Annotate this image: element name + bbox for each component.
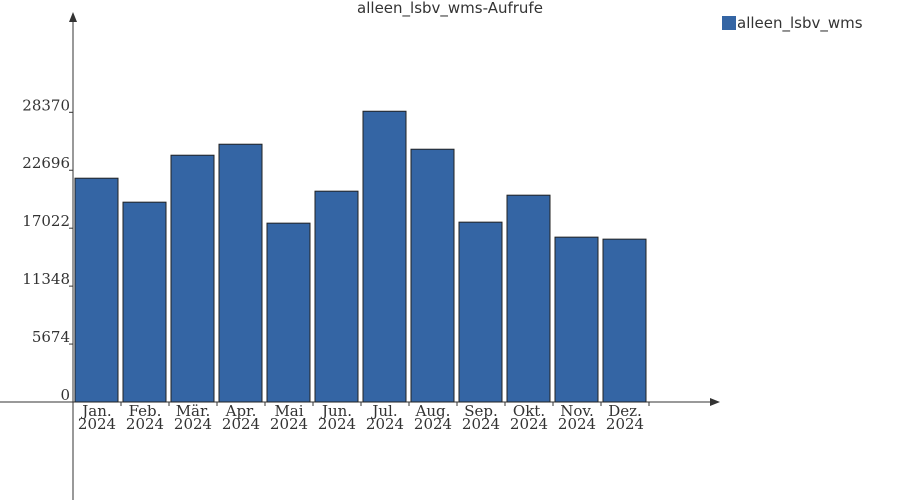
- x-tick-year: 2024: [462, 415, 500, 433]
- y-tick-label: 28370: [22, 96, 70, 114]
- x-tick-label: Jun. 2024: [318, 402, 356, 433]
- x-tick-month: Okt.: [513, 402, 545, 420]
- bar: [506, 194, 551, 403]
- x-tick-month: Dez.: [608, 402, 642, 420]
- chart-title: alleen_lsbv_wms-Aufrufe: [357, 0, 543, 18]
- x-tick-label: Apr. 2024: [222, 402, 260, 433]
- bar: [314, 190, 359, 403]
- x-tick-year: 2024: [606, 415, 644, 433]
- x-tick-label: Jul. 2024: [366, 402, 404, 433]
- x-tick-year: 2024: [126, 415, 164, 433]
- x-tick-month: Nov.: [560, 402, 594, 420]
- bar: [410, 148, 455, 403]
- y-tick-label: 0: [60, 386, 70, 404]
- x-tick-year: 2024: [78, 415, 116, 433]
- bar: [218, 143, 263, 403]
- x-tick-month: Jan.: [80, 402, 111, 420]
- x-axis-arrow: [710, 398, 720, 406]
- bar: [554, 236, 599, 403]
- y-tick-label: 5674: [32, 328, 70, 346]
- x-tick-month: Mär.: [176, 402, 211, 420]
- bar: [74, 177, 119, 403]
- x-tick-label: Nov. 2024: [558, 402, 596, 433]
- x-tick-year: 2024: [318, 415, 356, 433]
- x-tick-label: Mär. 2024: [174, 402, 212, 433]
- x-tick-label: Okt. 2024: [510, 402, 548, 433]
- x-tick-label: Aug. 2024: [414, 402, 452, 433]
- x-tick-label: Feb. 2024: [126, 402, 164, 433]
- bar: [170, 154, 215, 403]
- x-tick-year: 2024: [558, 415, 596, 433]
- x-tick-label: Dez. 2024: [606, 402, 644, 433]
- x-tick-label: Sep. 2024: [462, 402, 500, 433]
- y-tick-label: 22696: [22, 154, 70, 172]
- y-axis-arrow: [69, 12, 77, 22]
- bar: [266, 222, 311, 403]
- x-tick-month: Feb.: [129, 402, 162, 420]
- x-tick-month: Apr.: [225, 402, 257, 420]
- legend-swatch: [722, 16, 736, 30]
- x-tick-month: Mai: [274, 402, 303, 420]
- x-tick-month: Sep.: [464, 402, 498, 420]
- bar: [602, 238, 647, 403]
- x-tick-year: 2024: [414, 415, 452, 433]
- bar: [362, 110, 407, 403]
- x-tick-label: Jan. 2024: [78, 402, 116, 433]
- y-tick-label: 17022: [22, 212, 70, 230]
- x-tick-month: Jun.: [320, 402, 352, 420]
- x-tick-year: 2024: [366, 415, 404, 433]
- legend-label: alleen_lsbv_wms: [737, 14, 863, 33]
- x-tick-year: 2024: [174, 415, 212, 433]
- x-tick-year: 2024: [270, 415, 308, 433]
- x-tick-month: Aug.: [415, 402, 451, 420]
- y-tick-label: 11348: [22, 270, 70, 288]
- x-tick-month: Jul.: [370, 402, 397, 420]
- x-tick-year: 2024: [222, 415, 260, 433]
- x-tick-year: 2024: [510, 415, 548, 433]
- bar: [458, 221, 503, 403]
- x-tick-label: Mai 2024: [270, 402, 308, 433]
- bar: [122, 201, 167, 403]
